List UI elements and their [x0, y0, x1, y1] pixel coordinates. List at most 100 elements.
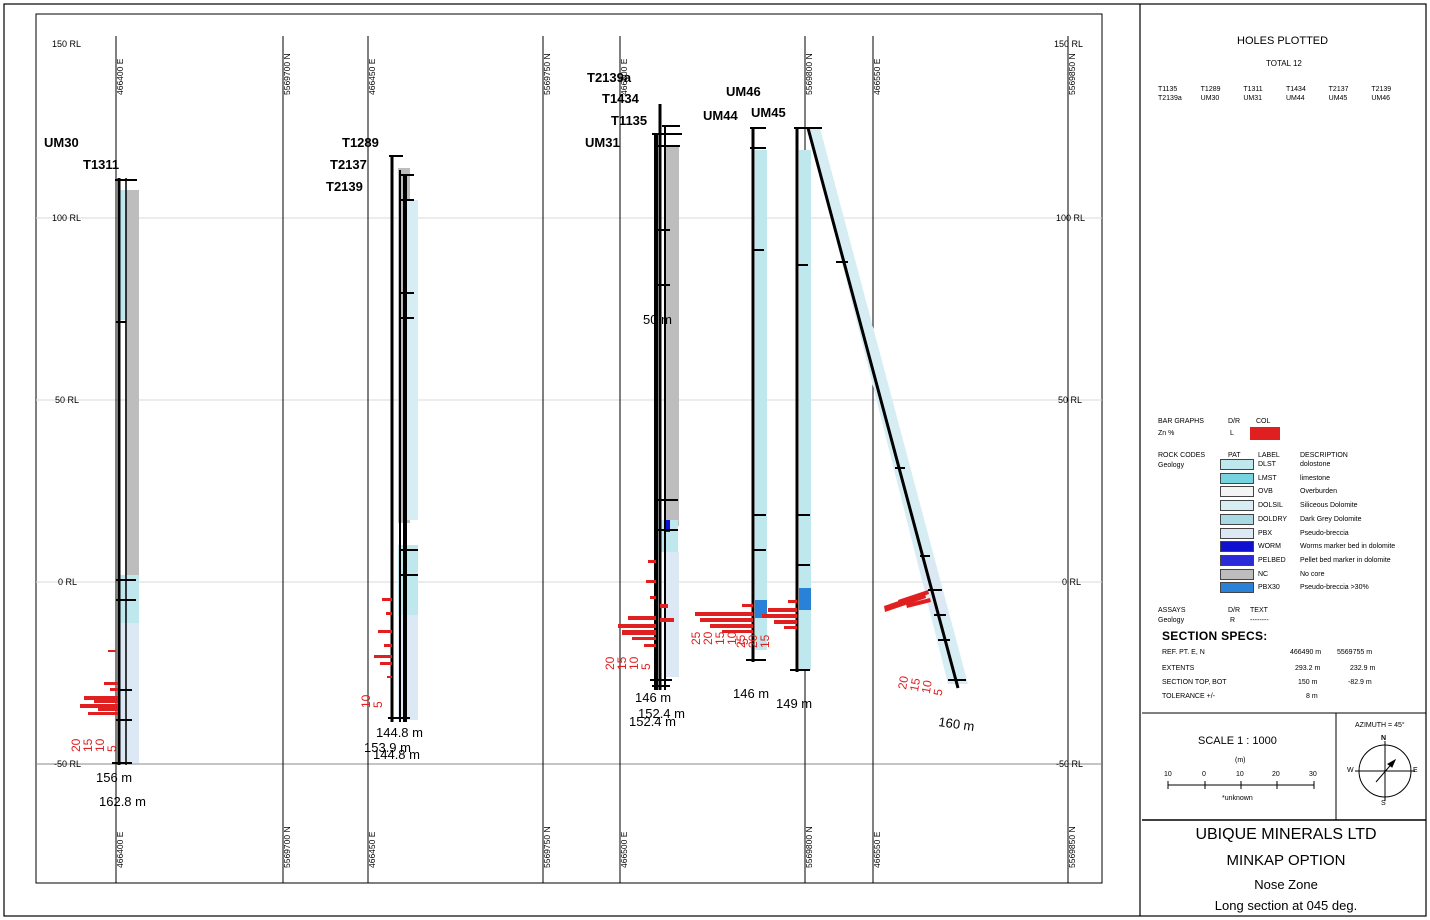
rock-pattern-swatch — [1220, 513, 1254, 525]
rock-code-label: DLST — [1258, 461, 1276, 468]
scale-tick: 20 — [746, 634, 760, 648]
spec-value: 5569755 m — [1337, 649, 1373, 656]
rock-pattern-swatch — [1220, 459, 1254, 470]
scale-tick: 10 — [359, 694, 373, 708]
scale-tick: 0 — [1202, 771, 1206, 778]
rl-label: -50 RL — [1056, 759, 1083, 769]
rock-codes-label: LABEL — [1258, 452, 1280, 459]
compass-w: W — [1347, 767, 1354, 774]
rock-code-label: NC — [1258, 570, 1269, 578]
rl-label: 150 RL — [52, 39, 81, 49]
scale-tick: 5 — [931, 687, 946, 696]
depth-label: 156 m — [96, 770, 132, 785]
hole-label: UM30 — [44, 135, 79, 150]
scale-bar — [1167, 781, 1315, 789]
depth-label: 153.9 m — [364, 740, 411, 755]
depth-label: 162.8 m — [99, 794, 146, 809]
scale-tick: 10 — [1164, 771, 1172, 778]
spec-label: SECTION TOP, BOT — [1162, 679, 1227, 686]
bar-graphs-item-dr: L — [1230, 430, 1234, 437]
scale-tick: 20 — [603, 656, 617, 670]
rock-code-description: Worms marker bed in dolomite — [1300, 543, 1396, 551]
assay-bars — [884, 590, 931, 612]
scale-unit: (m) — [1235, 757, 1246, 764]
scale-tick: 25 — [689, 631, 703, 645]
coordinate-labels-top: 466400 E 5569700 N 466450 E 5569750 N 46… — [115, 53, 1077, 95]
rock-codes-title: ROCK CODES — [1158, 452, 1206, 459]
scale-tick: 15 — [713, 631, 727, 645]
spec-value: 232.9 m — [1350, 665, 1376, 672]
hole-label: T1434 — [602, 91, 640, 106]
scale-tick: 25 — [734, 634, 748, 648]
rock-code-description: Siliceous Dolomite — [1300, 502, 1358, 510]
hole-label: T1135 — [611, 113, 647, 128]
hole-label: T1289 — [342, 135, 379, 150]
spec-label: EXTENTS — [1162, 665, 1195, 672]
assays-sub: Geology — [1158, 617, 1185, 624]
scale-tick: 20 — [1272, 771, 1280, 778]
rock-code-description: Dark Grey Dolomite — [1300, 515, 1362, 523]
rock-code-label: PBX30 — [1258, 584, 1280, 592]
northing-label: 5569750 N — [542, 53, 552, 95]
depth-label: 149 m — [776, 696, 812, 711]
hole-label: UM46 — [726, 84, 761, 99]
rock-codes-pat: PAT — [1228, 452, 1241, 459]
spec-value: 466490 m — [1290, 649, 1322, 656]
rock-code-label: LMST — [1258, 474, 1277, 482]
spec-label: REF. PT. E, N — [1162, 649, 1205, 656]
rock-pattern-swatch — [1220, 472, 1254, 484]
hole-item: T1434 — [1286, 86, 1306, 93]
scale-tick: 15 — [81, 738, 95, 752]
scale-tick: 20 — [701, 631, 715, 645]
rock-pattern-swatch — [1220, 527, 1254, 539]
company-name: UBIQUE MINERALS LTD — [1195, 826, 1377, 843]
rock-pattern-swatch — [1220, 541, 1254, 553]
hole-item: T2137 — [1328, 86, 1349, 93]
assay-bars — [374, 598, 392, 678]
hole-label: T2137 — [330, 157, 367, 172]
rock-code-description: No core — [1300, 570, 1325, 578]
assays-sub-text: -------- — [1250, 617, 1269, 624]
specs-row: SECTION TOP, BOT — [1162, 679, 1227, 686]
rl-label: 0 RL — [58, 577, 77, 587]
rock-code-description: Overburden — [1300, 488, 1337, 496]
depth-label: 146 m — [635, 690, 671, 705]
northing-label: 5569700 N — [282, 53, 292, 95]
easting-label: 466550 E — [872, 58, 882, 95]
project-name: MINKAP OPTION — [1226, 852, 1346, 869]
assay-bars — [80, 650, 118, 715]
spec-label: TOLERANCE +/- — [1162, 693, 1215, 700]
scale-tick: 5 — [105, 745, 119, 752]
rock-code-label: WORM — [1258, 543, 1281, 551]
legend-total: TOTAL 12 — [1266, 59, 1302, 68]
scale-tick: 10 — [1236, 771, 1244, 778]
rock-pattern-swatch — [1220, 568, 1254, 580]
assays-dr: D/R — [1228, 607, 1241, 614]
scale-tick: 15 — [615, 656, 629, 670]
depth-label: 144.8 m — [373, 747, 420, 762]
hole-item: UM30 — [1200, 95, 1220, 102]
assays-title: ASSAYS — [1158, 607, 1186, 614]
midpoint-label: 50 m — [643, 312, 672, 327]
northing-label: 5569850 N — [1067, 826, 1077, 868]
rl-label: -50 RL — [54, 759, 81, 769]
hole-label: UM45 — [751, 105, 786, 120]
legend-title: HOLES PLOTTED — [1237, 35, 1329, 47]
bar-scales: 20 15 10 5 10 5 20 15 10 5 25 20 15 10 5… — [69, 631, 946, 752]
bar-graphs-dr: D/R — [1228, 418, 1241, 425]
rock-code-label: PELBED — [1258, 556, 1286, 564]
easting-label: 466500 E — [619, 58, 629, 95]
hole-label: UM44 — [703, 108, 738, 123]
rock-code-description: Pseudo-breccia >30% — [1300, 584, 1369, 592]
scale-tick: 10 — [725, 631, 739, 645]
hole-item: T2139a — [1158, 95, 1182, 102]
northing-label: 5569800 N — [804, 826, 814, 868]
bar-graphs-col: COL — [1256, 418, 1271, 425]
coordinate-labels-bottom: 466400 E 5569700 N 466450 E 5569750 N 46… — [115, 826, 1077, 868]
rock-code-description: dolostone — [1300, 461, 1331, 468]
holes-plotted-list: T1135 T1289 T1311 T1434 T2137 T2139 T213… — [1158, 85, 1414, 103]
specs-row: EXTENTS — [1162, 665, 1194, 672]
section-specs-title: SECTION SPECS: — [1162, 629, 1268, 643]
coordinate-gridlines — [115, 36, 1069, 883]
easting-label: 466450 E — [367, 831, 377, 868]
